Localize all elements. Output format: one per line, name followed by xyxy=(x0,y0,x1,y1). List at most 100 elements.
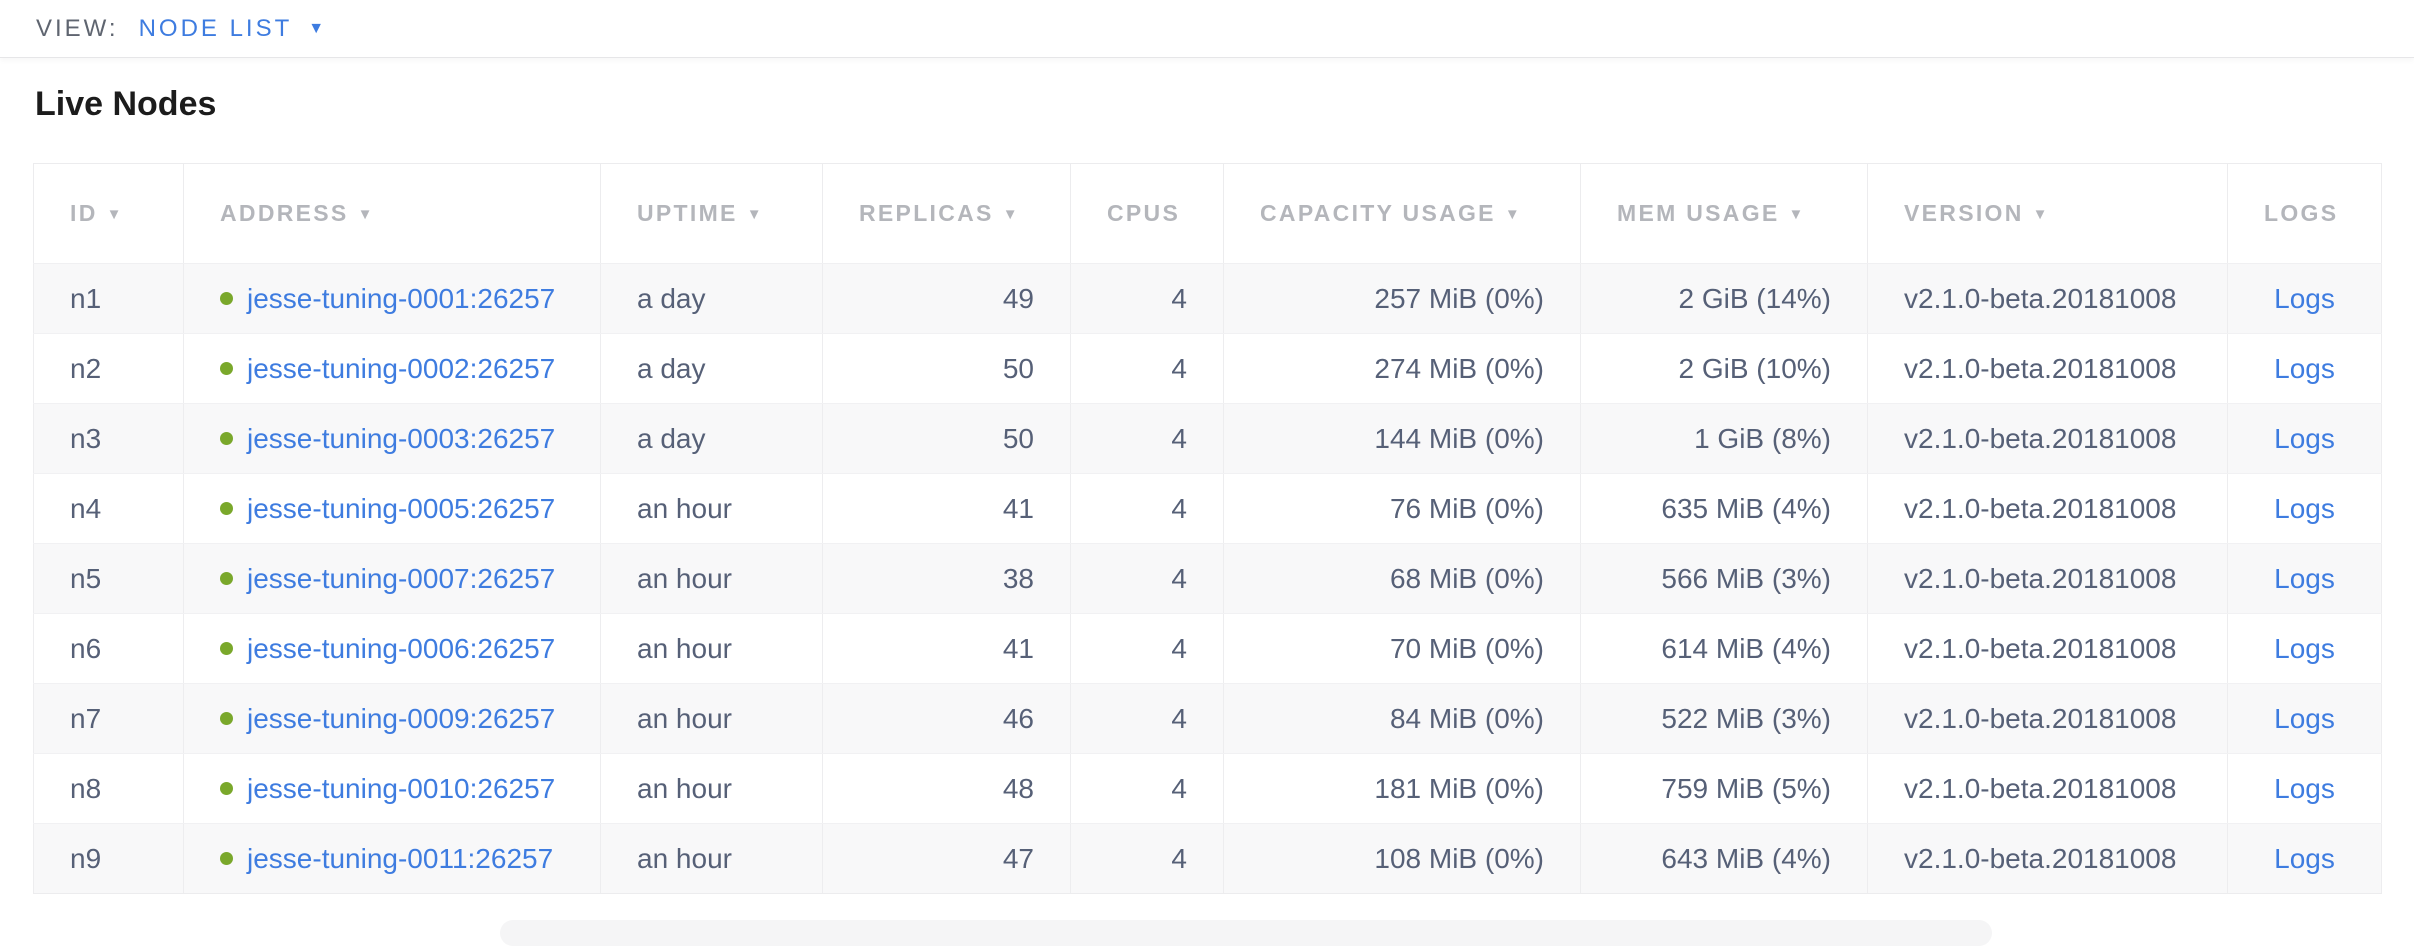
cell-logs: Logs xyxy=(2227,403,2382,474)
column-label: LOGS xyxy=(2264,200,2339,226)
column-label: ID xyxy=(70,200,98,226)
column-header-version[interactable]: VERSION ▼ xyxy=(1867,163,2228,264)
cell-capacity-usage: 84 MiB (0%) xyxy=(1223,683,1581,754)
live-nodes-table: ID ▼ ADDRESS ▼ UPTIME ▼ REPLICAS ▼ CPUS CAPA… xyxy=(33,163,2382,894)
cell-version: v2.1.0-beta.20181008 xyxy=(1867,473,2228,544)
cell-uptime: an hour xyxy=(600,543,823,614)
address-link[interactable]: jesse-tuning-0002:26257 xyxy=(247,352,556,384)
column-label: REPLICAS xyxy=(859,200,994,226)
cell-uptime: an hour xyxy=(600,823,823,894)
table-row: n3 jesse-tuning-0003:26257 a day 50 4 14… xyxy=(33,403,2382,474)
cell-node-id: n4 xyxy=(33,473,184,544)
cell-replicas: 46 xyxy=(822,683,1071,754)
cell-logs: Logs xyxy=(2227,683,2382,754)
address-link[interactable]: jesse-tuning-0006:26257 xyxy=(247,632,556,664)
cell-logs: Logs xyxy=(2227,753,2382,824)
node-live-status-icon xyxy=(220,781,233,795)
sort-desc-icon: ▼ xyxy=(746,206,764,223)
column-header-capacity-usage[interactable]: CAPACITY USAGE ▼ xyxy=(1223,163,1581,264)
address-link[interactable]: jesse-tuning-0003:26257 xyxy=(247,422,556,454)
cell-mem-usage: 643 MiB (4%) xyxy=(1580,823,1868,894)
column-label: UPTIME xyxy=(637,200,738,226)
address-link[interactable]: jesse-tuning-0005:26257 xyxy=(247,492,556,524)
cell-address: jesse-tuning-0005:26257 xyxy=(183,473,601,544)
node-live-status-icon xyxy=(220,851,233,865)
cell-version: v2.1.0-beta.20181008 xyxy=(1867,823,2228,894)
logs-link[interactable]: Logs xyxy=(2274,632,2335,664)
cell-mem-usage: 2 GiB (14%) xyxy=(1580,263,1868,334)
page-title: Live Nodes xyxy=(35,85,217,123)
cell-replicas: 50 xyxy=(822,333,1071,404)
address-link[interactable]: jesse-tuning-0001:26257 xyxy=(247,282,556,314)
column-header-mem-usage[interactable]: MEM USAGE ▼ xyxy=(1580,163,1868,264)
cell-node-id: n8 xyxy=(33,753,184,824)
cell-version: v2.1.0-beta.20181008 xyxy=(1867,753,2228,824)
logs-link[interactable]: Logs xyxy=(2274,772,2335,804)
cell-capacity-usage: 76 MiB (0%) xyxy=(1223,473,1581,544)
logs-link[interactable]: Logs xyxy=(2274,492,2335,524)
cell-logs: Logs xyxy=(2227,333,2382,404)
cell-uptime: an hour xyxy=(600,753,823,824)
cell-uptime: an hour xyxy=(600,473,823,544)
view-dropdown-value: NODE LIST xyxy=(138,14,293,42)
cell-cpus: 4 xyxy=(1070,403,1224,474)
logs-link[interactable]: Logs xyxy=(2274,842,2335,874)
main-content: Live Nodes ID ▼ ADDRESS ▼ UPTIME ▼ REPLICAS… xyxy=(0,84,2414,894)
cell-logs: Logs xyxy=(2227,263,2382,334)
table-header: ID ▼ ADDRESS ▼ UPTIME ▼ REPLICAS ▼ CPUS CAPA… xyxy=(33,163,2382,264)
sort-desc-icon: ▼ xyxy=(2032,206,2050,223)
cell-replicas: 38 xyxy=(822,543,1071,614)
address-link[interactable]: jesse-tuning-0011:26257 xyxy=(247,842,554,874)
table-row: n5 jesse-tuning-0007:26257 an hour 38 4 … xyxy=(33,543,2382,614)
address-link[interactable]: jesse-tuning-0010:26257 xyxy=(247,772,556,804)
logs-link[interactable]: Logs xyxy=(2274,702,2335,734)
cell-node-id: n1 xyxy=(33,263,184,334)
view-dropdown[interactable]: NODE LIST ▼ xyxy=(139,15,325,43)
cell-mem-usage: 1 GiB (8%) xyxy=(1580,403,1868,474)
cell-version: v2.1.0-beta.20181008 xyxy=(1867,683,2228,754)
node-live-status-icon xyxy=(220,571,233,585)
sort-desc-icon: ▼ xyxy=(357,206,375,223)
cell-mem-usage: 635 MiB (4%) xyxy=(1580,473,1868,544)
cell-address: jesse-tuning-0003:26257 xyxy=(183,403,601,474)
cell-cpus: 4 xyxy=(1070,263,1224,334)
logs-link[interactable]: Logs xyxy=(2274,562,2335,594)
cell-node-id: n3 xyxy=(33,403,184,474)
table-row: n9 jesse-tuning-0011:26257 an hour 47 4 … xyxy=(33,823,2382,894)
column-header-replicas[interactable]: REPLICAS ▼ xyxy=(822,163,1071,264)
address-link[interactable]: jesse-tuning-0009:26257 xyxy=(247,702,556,734)
cell-mem-usage: 522 MiB (3%) xyxy=(1580,683,1868,754)
column-label: CAPACITY USAGE xyxy=(1260,200,1496,226)
cell-cpus: 4 xyxy=(1070,823,1224,894)
cell-mem-usage: 759 MiB (5%) xyxy=(1580,753,1868,824)
column-label: ADDRESS xyxy=(220,200,349,226)
cell-logs: Logs xyxy=(2227,613,2382,684)
horizontal-scrollbar-thumb[interactable] xyxy=(500,920,1992,946)
cell-uptime: a day xyxy=(600,263,823,334)
cell-logs: Logs xyxy=(2227,543,2382,614)
column-header-id[interactable]: ID ▼ xyxy=(33,163,184,264)
node-live-status-icon xyxy=(220,641,233,655)
logs-link[interactable]: Logs xyxy=(2274,352,2335,384)
column-header-address[interactable]: ADDRESS ▼ xyxy=(183,163,601,264)
address-link[interactable]: jesse-tuning-0007:26257 xyxy=(247,562,556,594)
column-header-uptime[interactable]: UPTIME ▼ xyxy=(600,163,823,264)
sort-desc-icon: ▼ xyxy=(1788,206,1806,223)
cell-uptime: a day xyxy=(600,333,823,404)
sort-desc-icon: ▼ xyxy=(1504,206,1522,223)
cell-capacity-usage: 144 MiB (0%) xyxy=(1223,403,1581,474)
cell-capacity-usage: 257 MiB (0%) xyxy=(1223,263,1581,334)
table-body: n1 jesse-tuning-0001:26257 a day 49 4 25… xyxy=(33,263,2382,894)
column-header-logs: LOGS xyxy=(2227,163,2382,264)
view-label: VIEW: xyxy=(36,14,119,42)
cell-cpus: 4 xyxy=(1070,613,1224,684)
cell-address: jesse-tuning-0007:26257 xyxy=(183,543,601,614)
cell-replicas: 47 xyxy=(822,823,1071,894)
logs-link[interactable]: Logs xyxy=(2274,422,2335,454)
cell-capacity-usage: 70 MiB (0%) xyxy=(1223,613,1581,684)
cell-replicas: 49 xyxy=(822,263,1071,334)
cell-replicas: 50 xyxy=(822,403,1071,474)
cell-cpus: 4 xyxy=(1070,753,1224,824)
logs-link[interactable]: Logs xyxy=(2274,282,2335,314)
cell-version: v2.1.0-beta.20181008 xyxy=(1867,403,2228,474)
